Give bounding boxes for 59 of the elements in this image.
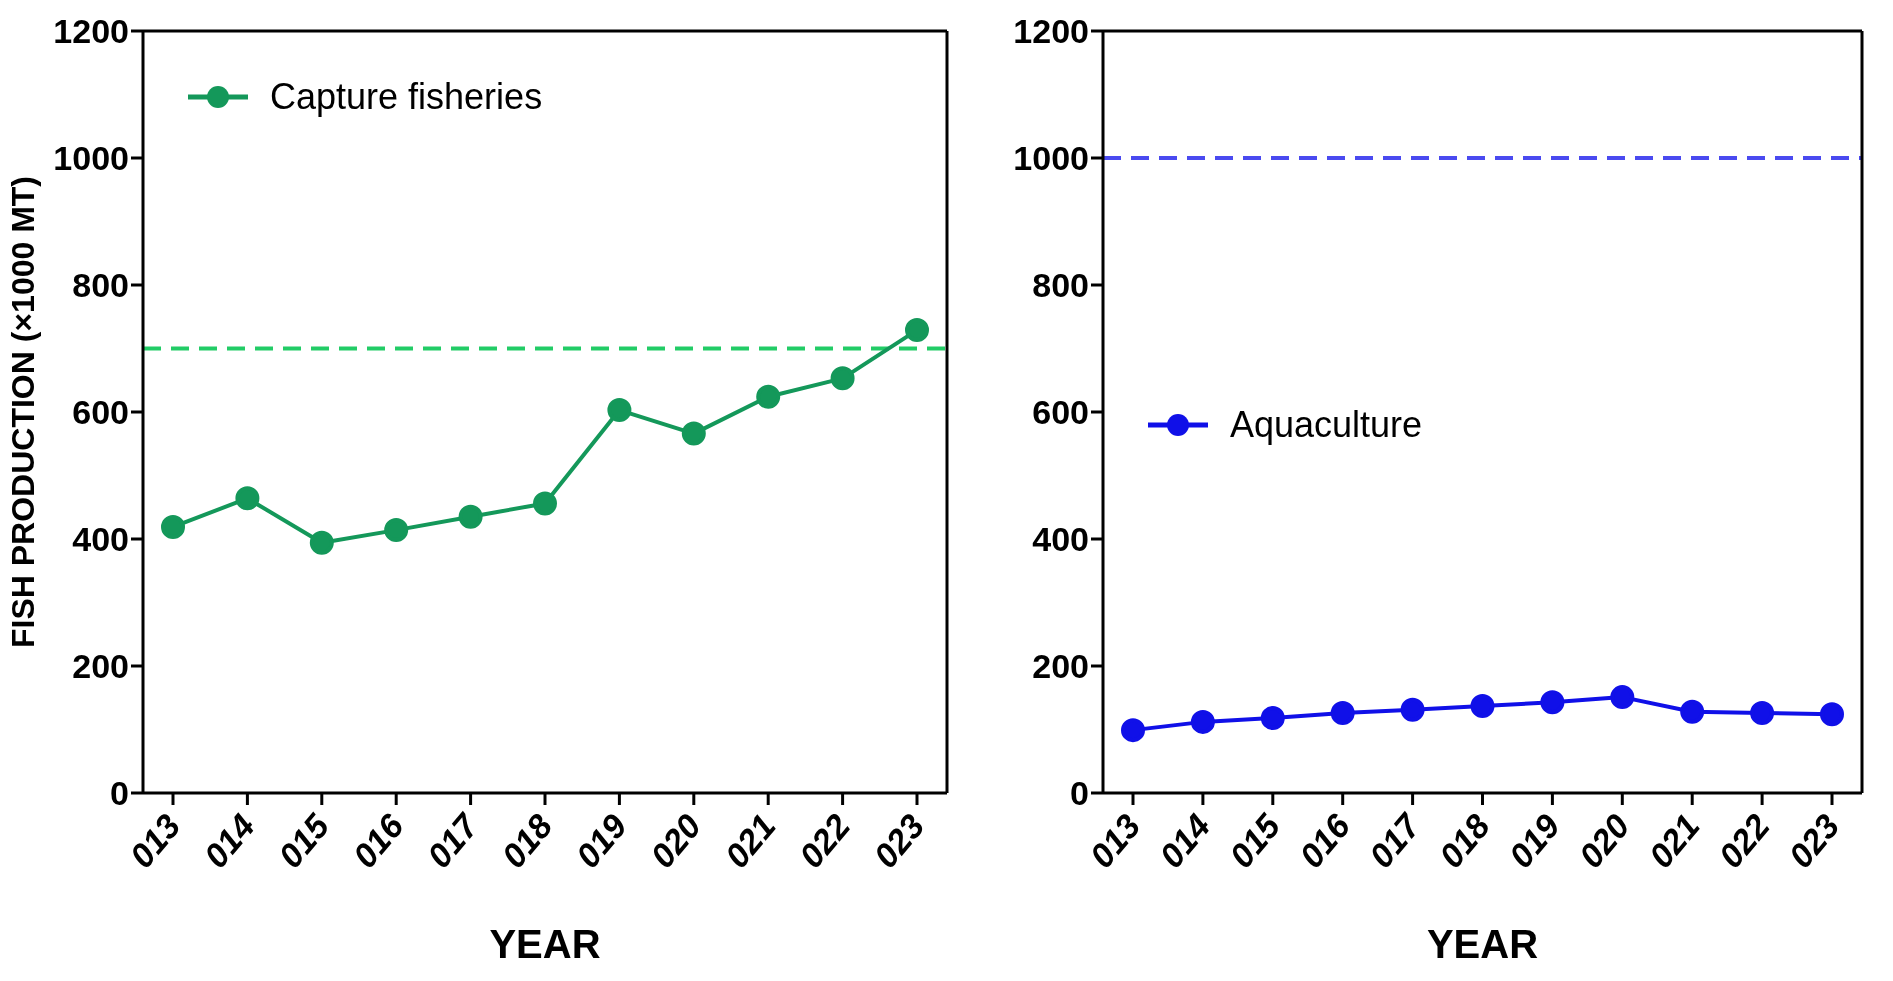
- y-tick-label: 600: [72, 393, 129, 432]
- x-tick-label: 022: [791, 806, 858, 875]
- point: [161, 514, 185, 539]
- x-axis-title: YEAR: [489, 922, 601, 966]
- x-tick-label: 018: [493, 806, 560, 875]
- x-tick-label: 021: [1641, 806, 1707, 875]
- legend-label: Aquaculture: [1230, 403, 1423, 446]
- point: [309, 530, 334, 555]
- y-tick-label: 1000: [53, 139, 129, 178]
- point: [1190, 709, 1215, 734]
- x-tick-label: 016: [1291, 805, 1358, 875]
- x-tick-label: 022: [1711, 806, 1777, 875]
- x-tick-label: 019: [568, 806, 635, 875]
- point: [905, 318, 929, 343]
- point: [533, 491, 557, 516]
- y-tick-label: 400: [1032, 520, 1089, 559]
- point: [681, 421, 706, 446]
- x-tick-label: 014: [196, 806, 263, 875]
- x-tick-label: 021: [717, 806, 783, 875]
- y-tick-label: 1200: [1013, 12, 1089, 51]
- x-tick-label: 020: [1571, 806, 1637, 875]
- point: [1820, 702, 1844, 727]
- point: [1540, 690, 1565, 715]
- x-tick-label: 023: [865, 806, 932, 875]
- y-axis-title: FISH PRODUCTION (×1000 MT): [5, 175, 42, 649]
- y-tick-label: 1200: [53, 12, 129, 51]
- y-tick-label: 800: [1032, 266, 1089, 305]
- x-tick-label: 020: [642, 806, 709, 875]
- point: [607, 398, 632, 423]
- x-tick-label: 017: [1361, 805, 1429, 875]
- y-tick-label: 800: [72, 266, 129, 305]
- x-tick-label: 023: [1780, 806, 1847, 875]
- point: [384, 518, 409, 543]
- point: [1470, 694, 1495, 719]
- legend-label: Capture fisheries: [270, 75, 543, 118]
- point: [1400, 697, 1425, 722]
- y-tick-label: 400: [72, 520, 129, 559]
- y-tick-label: 200: [72, 647, 129, 686]
- x-tick-label: 018: [1431, 806, 1498, 875]
- y-tick-label: 200: [1032, 647, 1089, 686]
- point: [830, 366, 855, 391]
- point: [1750, 700, 1775, 725]
- point: [1260, 706, 1285, 731]
- x-tick-label: 017: [419, 805, 487, 875]
- point: [1330, 700, 1355, 725]
- x-tick-label: 015: [1221, 805, 1289, 875]
- x-tick-label: 015: [270, 805, 338, 875]
- x-tick-label: 014: [1151, 806, 1218, 875]
- y-tick-label: 1000: [1013, 139, 1089, 178]
- point: [458, 504, 483, 529]
- x-tick-label: 019: [1501, 806, 1568, 875]
- x-tick-label: 016: [345, 805, 412, 875]
- y-tick-label: 600: [1032, 393, 1089, 432]
- point: [1680, 699, 1705, 724]
- x-axis-title: YEAR: [1426, 922, 1539, 966]
- point: [1610, 685, 1635, 710]
- point: [235, 486, 260, 511]
- point: [1121, 718, 1145, 743]
- point: [756, 384, 781, 409]
